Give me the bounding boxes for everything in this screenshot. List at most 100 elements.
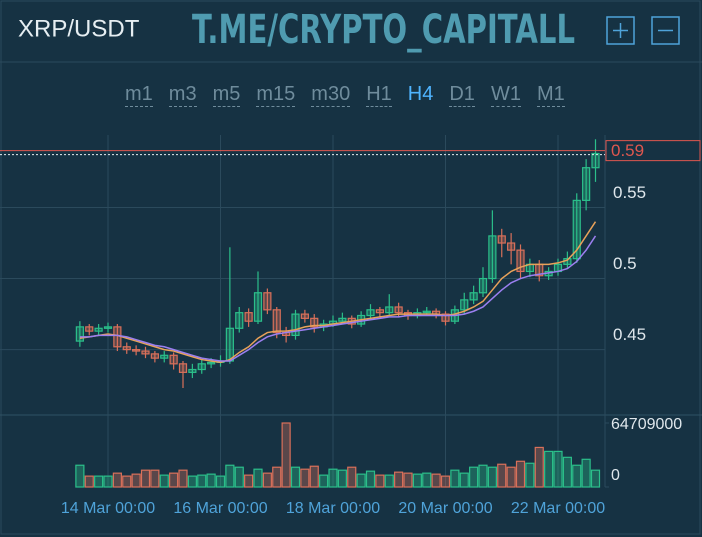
candle-body bbox=[366, 309, 375, 317]
volume-bar bbox=[309, 465, 319, 488]
candle-body bbox=[385, 306, 394, 314]
timeframe-tab[interactable]: m3 bbox=[168, 83, 197, 107]
volume-bar bbox=[122, 475, 132, 488]
zoom-in-button[interactable] bbox=[606, 16, 635, 45]
timeframe-tab[interactable]: H4 bbox=[407, 83, 434, 105]
volume-bar bbox=[300, 468, 310, 488]
volume-bar bbox=[281, 422, 291, 488]
volume-bar bbox=[94, 475, 104, 488]
candle-body bbox=[338, 317, 347, 322]
candle-body bbox=[188, 368, 197, 373]
candle-body bbox=[85, 326, 94, 332]
zoom-out-button[interactable] bbox=[651, 16, 680, 45]
volume-bar bbox=[328, 468, 338, 488]
volume-bar bbox=[178, 469, 188, 488]
candle-body bbox=[460, 299, 469, 311]
volume-bar bbox=[544, 450, 554, 488]
candle-body bbox=[235, 312, 244, 329]
x-tick-label: 16 Mar 00:00 bbox=[173, 500, 267, 517]
volume-bar bbox=[187, 475, 197, 488]
candle-body bbox=[122, 346, 131, 351]
candle-body bbox=[207, 361, 216, 365]
volume-bar bbox=[431, 473, 441, 488]
volume-bar bbox=[319, 474, 329, 488]
timeframe-bar: m1 m3 m5 m15 m30 H1 H4 D1 W1 M1 bbox=[125, 82, 565, 107]
volume-bar bbox=[347, 466, 357, 488]
candle-body bbox=[150, 353, 159, 359]
y-tick-label: 0.55 bbox=[613, 183, 646, 202]
volume-bar bbox=[103, 475, 113, 488]
candle-body bbox=[132, 349, 141, 352]
timeframe-tab[interactable]: m5 bbox=[212, 83, 241, 107]
volume-bar bbox=[534, 446, 544, 488]
volume-bar bbox=[112, 472, 122, 488]
timeframe-tab[interactable]: W1 bbox=[490, 83, 521, 107]
volume-bar bbox=[356, 473, 366, 488]
volume-bar bbox=[169, 472, 179, 488]
candle-body bbox=[197, 363, 206, 371]
volume-bar bbox=[394, 471, 404, 488]
volume-bar bbox=[497, 463, 507, 488]
candle-body bbox=[422, 310, 431, 314]
volume-bar bbox=[272, 466, 282, 488]
candle-body bbox=[375, 309, 384, 314]
timeframe-tab[interactable]: M1 bbox=[536, 83, 565, 107]
volume-bar bbox=[590, 469, 601, 488]
volume-bar bbox=[384, 474, 394, 488]
volume-bar bbox=[450, 469, 460, 488]
x-tick-label: 22 Mar 00:00 bbox=[511, 500, 605, 517]
volume-bar bbox=[225, 464, 235, 488]
candle-body bbox=[291, 313, 300, 337]
candle-body bbox=[253, 292, 263, 322]
ma-line bbox=[79, 235, 597, 362]
volume-tick-label: 0 bbox=[611, 467, 620, 484]
timeframe-tab[interactable]: D1 bbox=[449, 83, 475, 107]
volume-tick-label: 64709000 bbox=[611, 416, 682, 433]
volume-bar bbox=[525, 462, 535, 488]
candle-body bbox=[300, 313, 309, 319]
volume-bar bbox=[515, 460, 526, 488]
candle-body bbox=[469, 292, 478, 301]
last-price-label: 0.59 bbox=[611, 141, 644, 160]
volume-bar bbox=[365, 470, 376, 488]
candle-body bbox=[75, 326, 84, 342]
volume-bar bbox=[290, 466, 301, 488]
candle-body bbox=[103, 326, 113, 329]
timeframe-tab[interactable]: m30 bbox=[311, 83, 351, 107]
candle-body bbox=[244, 312, 253, 322]
x-tick-label: 14 Mar 00:00 bbox=[61, 500, 155, 517]
volume-bar bbox=[506, 466, 516, 488]
candle-body bbox=[141, 350, 150, 355]
watermark: T.ME/CRYPTO_CAPITALL bbox=[192, 7, 575, 53]
timeframe-tab[interactable]: H1 bbox=[366, 83, 392, 107]
volume-bar bbox=[75, 464, 85, 488]
volume-bar bbox=[234, 466, 244, 488]
candle-body bbox=[263, 292, 272, 311]
volume-bar bbox=[403, 472, 413, 488]
timeframe-tab[interactable]: m15 bbox=[256, 83, 296, 107]
volume-bar bbox=[469, 466, 479, 488]
volume-bar bbox=[150, 469, 160, 488]
volume-bar bbox=[572, 464, 582, 488]
volume-bar bbox=[244, 474, 254, 488]
candle-body bbox=[160, 354, 169, 359]
candle-body bbox=[310, 317, 319, 328]
volume-bar bbox=[459, 472, 469, 488]
volume-bar bbox=[487, 466, 497, 488]
candle-body bbox=[507, 242, 516, 251]
volume-bar bbox=[215, 475, 226, 488]
timeframe-tab[interactable]: m1 bbox=[125, 83, 153, 107]
volume-bar bbox=[131, 473, 141, 488]
volume-bar bbox=[478, 464, 488, 488]
candle-body bbox=[478, 277, 488, 294]
x-tick-label: 18 Mar 00:00 bbox=[286, 500, 380, 517]
x-tick-label: 20 Mar 00:00 bbox=[398, 500, 492, 517]
candle-body bbox=[169, 354, 178, 365]
candle-body bbox=[272, 309, 281, 334]
volume-bar bbox=[412, 473, 422, 488]
volume-bar bbox=[581, 458, 591, 488]
volume-bar bbox=[422, 472, 432, 488]
y-tick-label: 0.5 bbox=[613, 254, 637, 273]
